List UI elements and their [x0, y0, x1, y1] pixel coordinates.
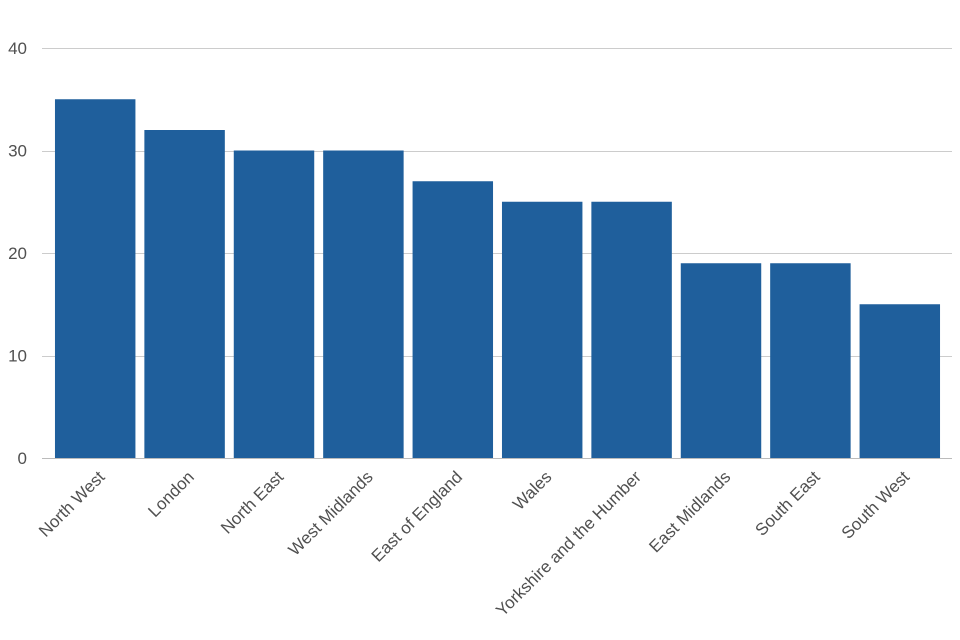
bar-south-east [770, 263, 851, 458]
bar-wales [501, 201, 583, 458]
bar-east-of-england [412, 181, 494, 458]
bar-west-midlands [323, 150, 404, 458]
bar-yorkshire-and-the-humber [591, 201, 672, 458]
x-category-label: North West [35, 467, 109, 541]
x-category-label: Yorkshire and the Humber [492, 467, 645, 620]
y-tick-label: 20 [8, 244, 27, 263]
y-tick-label: 30 [8, 142, 27, 161]
y-tick-label: 10 [8, 347, 27, 366]
bar-north-west [54, 99, 136, 458]
x-category-label: East Midlands [645, 467, 734, 556]
x-category-label: West Midlands [285, 467, 377, 559]
y-tick-label: 0 [18, 449, 27, 468]
x-category-label: North East [217, 467, 287, 537]
bar-north-east [233, 150, 315, 458]
x-category-label: East of England [368, 467, 466, 565]
x-category-label: London [144, 467, 198, 521]
bar-london [144, 130, 225, 458]
x-category-label: South West [838, 467, 914, 543]
x-category-label: Wales [509, 467, 555, 513]
y-axis-tick-labels: 0 10 20 30 40 [8, 39, 27, 468]
bar-east-midlands [680, 263, 762, 458]
y-tick-label: 40 [8, 39, 27, 58]
bar-south-west [859, 304, 941, 458]
bars [54, 99, 941, 458]
x-category-label: South East [751, 467, 823, 539]
